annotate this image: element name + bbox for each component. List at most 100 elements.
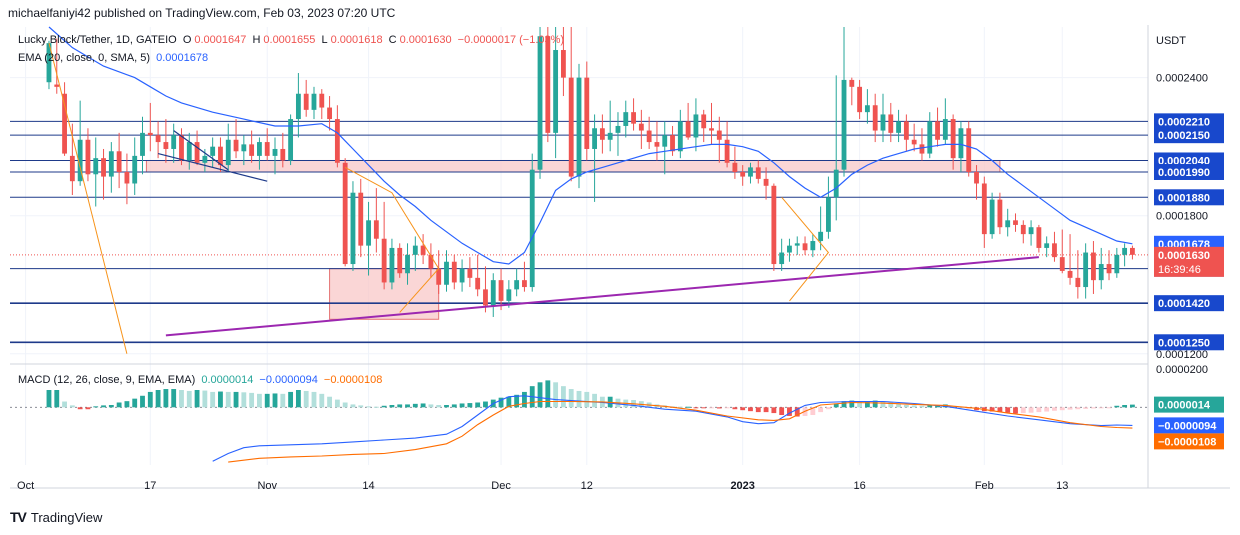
macd-hist-bar (911, 405, 917, 408)
level-badge: 0.0001880 (1158, 192, 1210, 204)
candle-body (662, 135, 668, 147)
candle-body (888, 114, 894, 133)
candle-body (163, 142, 169, 149)
macd-hist-bar (186, 390, 192, 408)
time-tick: Oct (17, 480, 34, 492)
candle-body (218, 146, 223, 166)
macd-hist-bar (420, 403, 426, 408)
macd-hist-bar (171, 389, 177, 408)
candle-body (108, 151, 114, 177)
macd-hist-bar (763, 407, 769, 413)
candle-body (670, 135, 675, 152)
candle-body (514, 280, 520, 290)
candle-body (1083, 252, 1089, 288)
candle-body (802, 243, 808, 251)
macd-hist-bar (389, 405, 395, 408)
macd-hist-bar (1059, 407, 1065, 411)
candle-body (654, 142, 660, 147)
time-tick: 13 (1056, 480, 1068, 492)
macd-signal-badge-bg (1154, 433, 1224, 450)
candle-body (732, 162, 738, 172)
candle-body (849, 79, 855, 87)
time-tick: 17 (144, 480, 156, 492)
macd-line (212, 395, 1133, 462)
candle-body (989, 199, 995, 235)
currency-label: USDT (1156, 35, 1186, 47)
candle-body (896, 121, 901, 133)
candle-body (483, 289, 488, 306)
macd-hist-bar (537, 382, 543, 408)
candle-body (1114, 254, 1120, 274)
close-value: 0.0001630 (399, 34, 452, 46)
level-badge-bg (1154, 334, 1224, 351)
axis-labels: 0.00022100.00021500.00020400.00019900.00… (1154, 113, 1224, 450)
macd-hist-bar (257, 393, 262, 408)
candle-body (1098, 264, 1104, 281)
candle-body (576, 77, 582, 177)
macd-hist-bar (334, 399, 340, 408)
macd-hist-bar (810, 407, 816, 415)
candle-body (389, 247, 395, 283)
macd-line-badge: −0.0000094 (1158, 420, 1217, 432)
macd-hist-bar (303, 390, 309, 408)
candle-body (560, 50, 566, 78)
candle-body (763, 178, 769, 186)
macd-hist-bar (459, 403, 465, 408)
candle-body (405, 254, 410, 274)
time-tick: 14 (362, 480, 374, 492)
candle-body (685, 121, 691, 138)
tradingview-brand[interactable]: TV TradingView (10, 509, 102, 525)
macd-hist-bar (927, 405, 933, 408)
macd-hist-bar (841, 401, 847, 408)
candle-body (225, 139, 231, 166)
candle-body (140, 132, 145, 156)
macd-hist-bar (179, 390, 184, 408)
macd-hist-bar (849, 400, 855, 408)
candle-body (272, 148, 278, 156)
candle-body (864, 105, 870, 113)
candle-body (506, 289, 512, 301)
candle-body (942, 119, 948, 140)
macd-label[interactable]: MACD (12, 26, close, 9, EMA, EMA) (18, 374, 196, 386)
macd-hist-bar (467, 403, 473, 408)
candle-body (677, 121, 683, 152)
candle-body (373, 220, 379, 239)
symbol-name[interactable]: Lucky Block/Tether, 1D, GATEIO (18, 34, 177, 46)
candle-body (748, 167, 753, 177)
macd-hist-bar (740, 407, 746, 411)
ema-line (48, 26, 1133, 265)
macd-hist-bar (701, 407, 707, 409)
publisher-line: michaelfaniyi42 published on TradingView… (8, 6, 396, 20)
macd-hist-bar (218, 391, 223, 408)
macd-hist-bar (919, 405, 925, 408)
candle-body (709, 128, 714, 131)
macd-hist-bar (896, 403, 901, 408)
level-badge-bg (1154, 113, 1224, 130)
ema-legend: EMA (20, close, 0, SMA, 5) 0.0001678 (18, 52, 211, 64)
macd-hist-bar (864, 401, 870, 408)
candle-body (186, 142, 192, 161)
macd-hist-bar (397, 404, 403, 408)
candle-body (116, 151, 122, 172)
candle-body (997, 199, 1003, 228)
macd-hist-bar (93, 406, 99, 408)
candle-body (911, 139, 917, 145)
candle-body (950, 119, 956, 159)
candle-body (545, 36, 551, 133)
macd-hist-bar (560, 386, 566, 408)
ema-label[interactable]: EMA (20, close, 0, SMA, 5) (18, 52, 151, 64)
candle-body (179, 135, 184, 161)
candle-body (1106, 264, 1112, 274)
candle-body (794, 243, 800, 246)
macd-pane (10, 380, 1148, 463)
channel-line (157, 153, 268, 182)
macd-hist-bar (280, 393, 286, 408)
macd-hist-bar (872, 400, 878, 408)
macd-hist-bar (194, 390, 200, 408)
candle-body (615, 125, 621, 133)
macd-hist-bar (833, 403, 839, 408)
macd-hist-bar (553, 382, 559, 408)
candle-body (826, 197, 831, 232)
macd-hist-bar (787, 407, 792, 416)
